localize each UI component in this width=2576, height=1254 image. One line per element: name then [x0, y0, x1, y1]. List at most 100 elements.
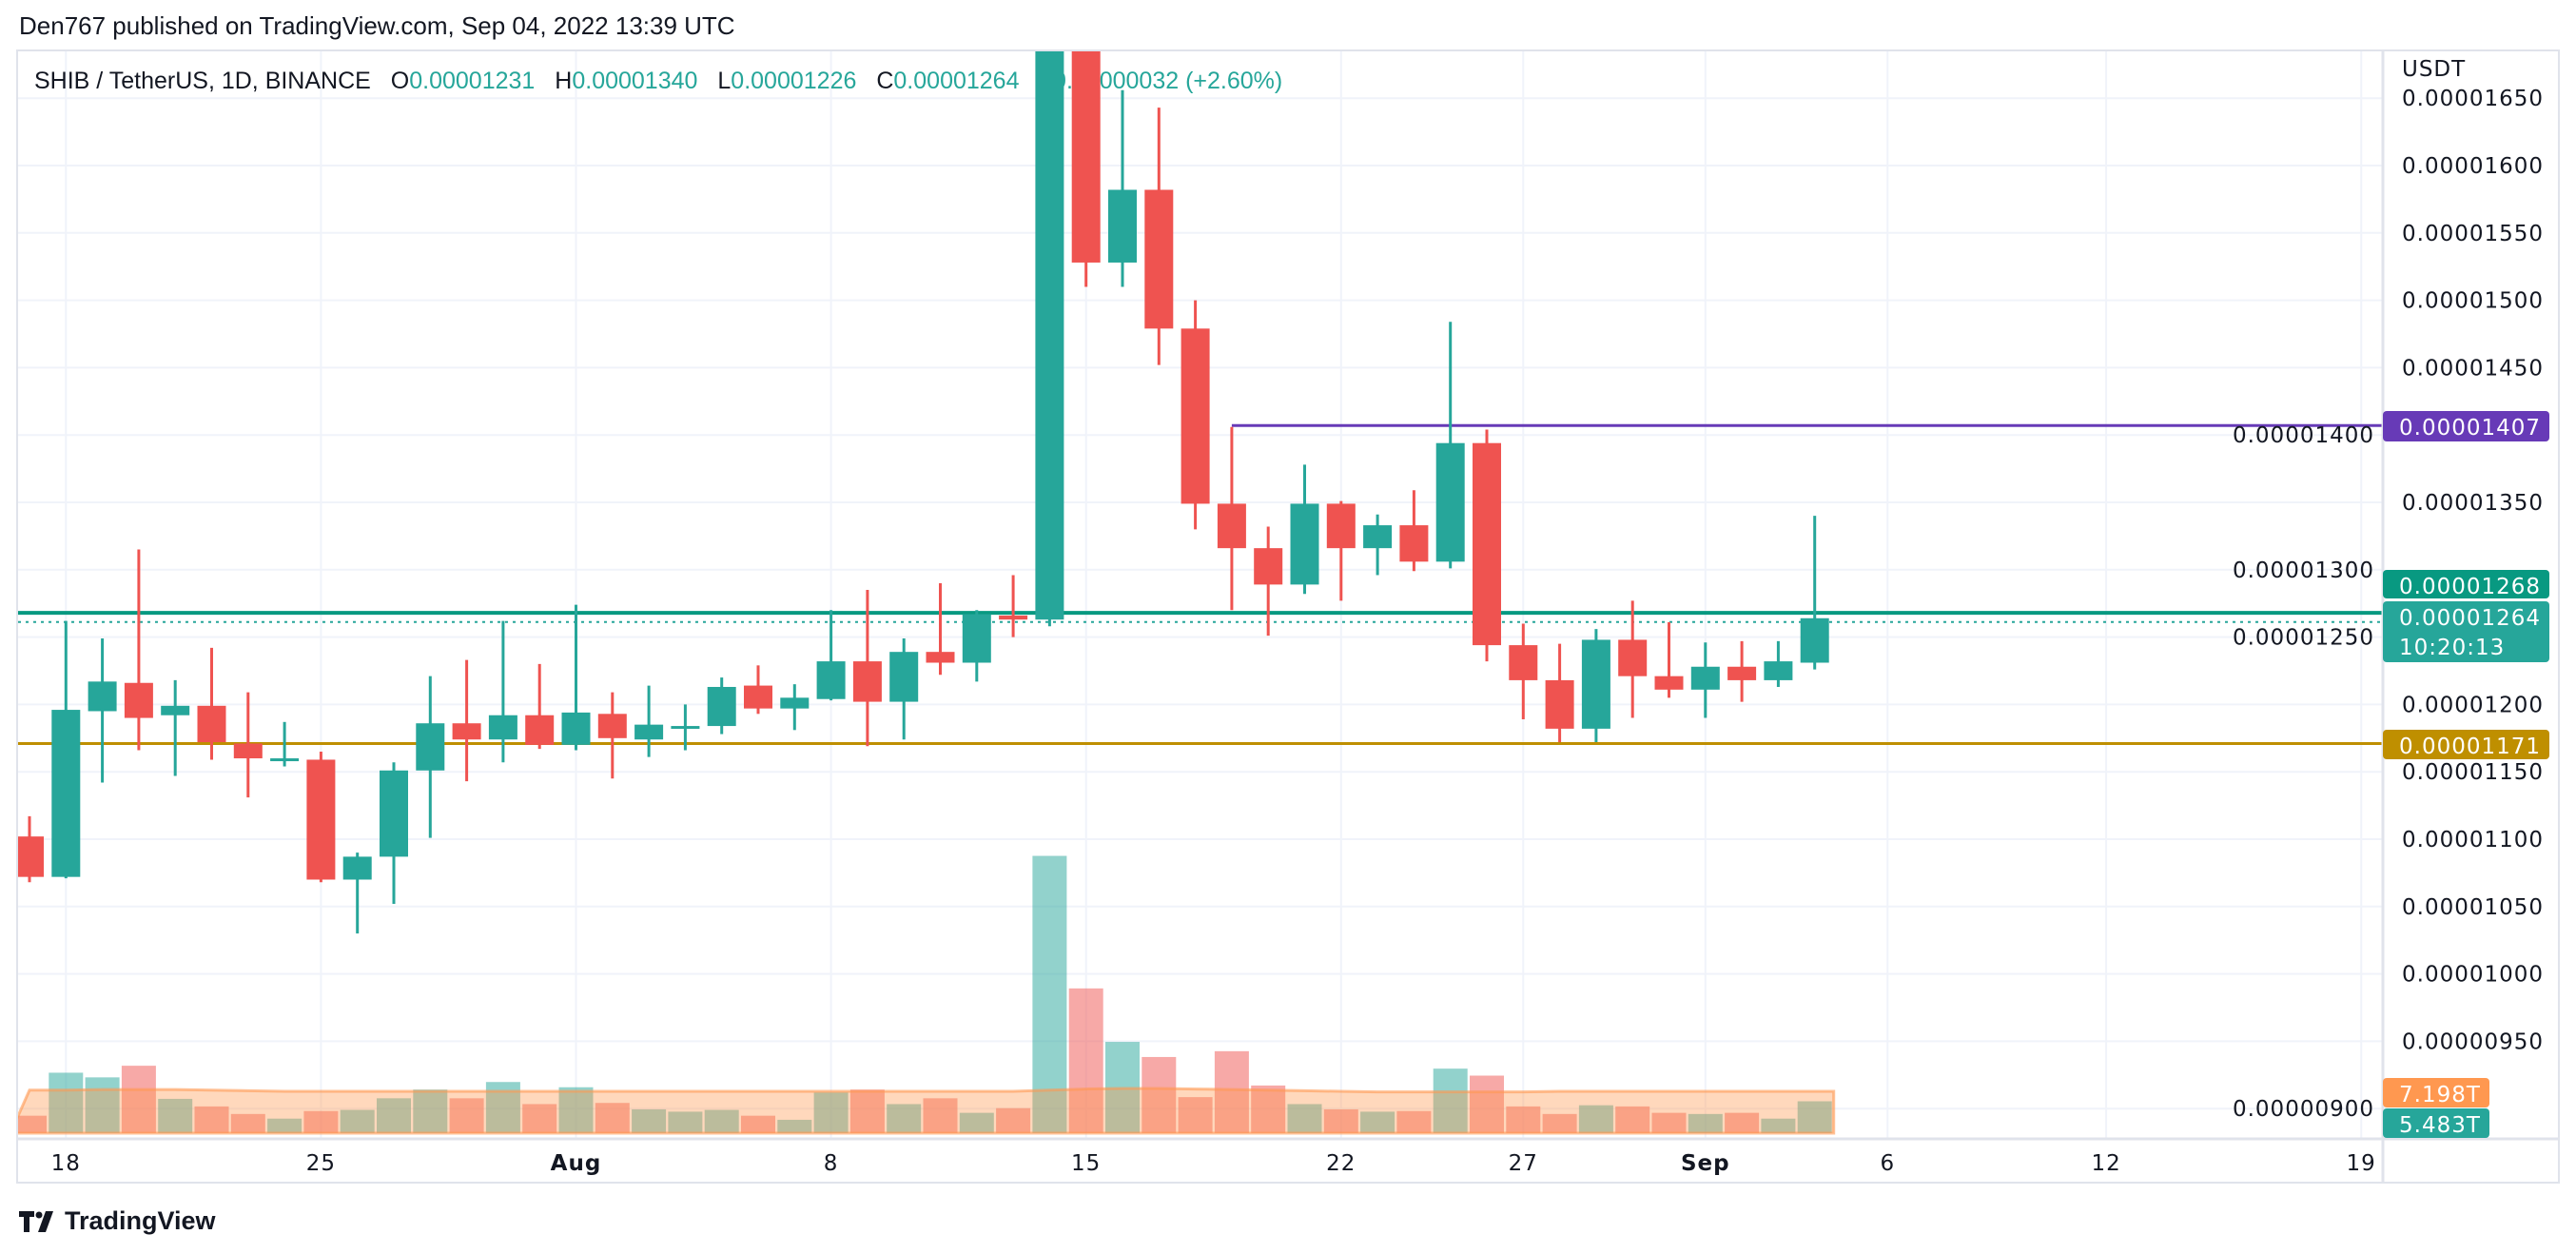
volume-bar — [340, 1109, 375, 1133]
volume-label-bg — [2383, 1108, 2489, 1138]
volume-bar — [1178, 1097, 1213, 1133]
price-tick-label: 0.00001300 — [2233, 558, 2374, 583]
legend-high: 0.00001340 — [572, 68, 697, 94]
price-markers: 0.00001407 0.00001268 0.00001264 10:20:13 0.… — [2383, 411, 2549, 1138]
price-tick-label: 0.00001000 — [2402, 963, 2544, 988]
candle — [1435, 322, 1465, 569]
candle — [1071, 51, 1101, 287]
volume-bar — [1688, 1113, 1723, 1133]
candle-body — [999, 615, 1028, 620]
candle — [561, 604, 591, 751]
candle — [452, 659, 481, 782]
volume-bar — [1761, 1118, 1796, 1133]
price-tick-label: 0.00001650 — [2402, 87, 2544, 111]
price-axis[interactable]: USDT 0.00001650 0.00001600 0.00001550 0.000… — [2233, 57, 2544, 1122]
tradingview-logo-text: TradingView — [65, 1206, 216, 1235]
candle — [488, 620, 517, 763]
support-price-label: 0.00001171 — [2399, 735, 2541, 759]
volume-bars — [18, 855, 1832, 1133]
support-price-label-bg — [2383, 730, 2549, 759]
candle-body — [1618, 639, 1648, 676]
volume-ma-label-bg — [2383, 1078, 2489, 1107]
price-tick-label: 0.00001200 — [2402, 693, 2544, 717]
volume-bar — [741, 1115, 775, 1133]
candles — [18, 51, 1829, 934]
chart-frame — [16, 49, 2560, 1184]
candle-body — [380, 770, 408, 857]
candle — [197, 647, 226, 760]
published-by-text: Den767 published on TradingView.com, Sep… — [19, 11, 735, 40]
volume-bar — [1433, 1068, 1468, 1133]
candle-body — [816, 661, 846, 699]
price-tick-label: 0.00001050 — [2402, 895, 2544, 920]
candle — [525, 663, 555, 750]
volume-bar — [959, 1112, 994, 1133]
candle-body — [1545, 679, 1574, 729]
candle — [1326, 500, 1356, 601]
volume-bar — [632, 1108, 667, 1133]
volume-bar — [1142, 1056, 1177, 1133]
tradingview-logo-icon — [19, 1210, 53, 1232]
candle-body — [634, 724, 664, 740]
current-price-label-bg — [2383, 601, 2549, 662]
candle — [51, 620, 81, 879]
legend-symbol: SHIB / TetherUS, 1D, BINANCE — [34, 68, 371, 94]
legend-high-label: H — [555, 68, 572, 94]
time-axis[interactable]: 18 25 Aug 8 15 22 27 Sep 6 12 19 — [51, 1151, 2376, 1176]
candle-body — [1654, 676, 1684, 690]
candle-body — [88, 681, 117, 712]
volume-bar — [704, 1109, 739, 1133]
legend-close-label: C — [876, 68, 893, 94]
volume-bar — [923, 1098, 958, 1133]
volume-bar — [1287, 1104, 1322, 1133]
candle — [707, 677, 736, 735]
candle-body — [1509, 645, 1538, 680]
candle — [380, 762, 408, 904]
candle — [597, 692, 627, 779]
candle-body — [1108, 189, 1137, 263]
volume-bar — [558, 1087, 594, 1133]
volume-bar — [49, 1072, 84, 1133]
candle-body — [561, 712, 591, 745]
price-line-label-bg — [2383, 570, 2549, 598]
price-tick-label: 0.00001450 — [2402, 356, 2544, 381]
candle — [1727, 640, 1757, 702]
candle-body — [671, 726, 700, 730]
candle-body — [1800, 617, 1829, 663]
volume-bar — [1032, 855, 1067, 1133]
plot-area — [18, 51, 2383, 1135]
candle — [1399, 490, 1429, 572]
candle-body — [1399, 525, 1429, 562]
volume-bar — [668, 1111, 703, 1133]
candle — [1581, 629, 1610, 743]
candle-body — [1071, 51, 1101, 263]
candle — [233, 692, 263, 798]
candle — [306, 751, 336, 883]
volume-bar — [121, 1066, 156, 1133]
volume-bar — [1725, 1112, 1760, 1133]
candle — [1764, 640, 1793, 687]
candle — [342, 852, 372, 934]
current-price-label: 0.00001264 — [2399, 606, 2541, 631]
tradingview-logo[interactable]: TradingView — [19, 1206, 216, 1236]
horizontal-lines — [18, 423, 2383, 745]
candle — [1690, 642, 1720, 718]
candle-body — [1363, 525, 1393, 549]
candle — [1654, 622, 1684, 698]
legend: SHIB / TetherUS, 1D, BINANCE O0.00001231… — [34, 68, 1282, 94]
candle-body — [1764, 661, 1793, 680]
volume-bar — [449, 1098, 484, 1133]
legend-low-label: L — [717, 68, 731, 94]
candle-body — [889, 652, 919, 702]
price-tick-label: 0.00001500 — [2402, 289, 2544, 314]
candle-body — [1181, 328, 1210, 504]
candle-body — [597, 714, 627, 738]
volume-bar — [1615, 1106, 1650, 1133]
volume-bar — [522, 1104, 557, 1133]
volume-bar — [1396, 1110, 1432, 1133]
volume-bar — [777, 1119, 812, 1133]
volume-bar — [996, 1107, 1031, 1133]
candle — [816, 610, 846, 701]
svg-text:SHIB / TetherUS, 1D, BINANCE: SHIB / TetherUS, 1D, BINANCE O0.00001231… — [34, 68, 1282, 94]
